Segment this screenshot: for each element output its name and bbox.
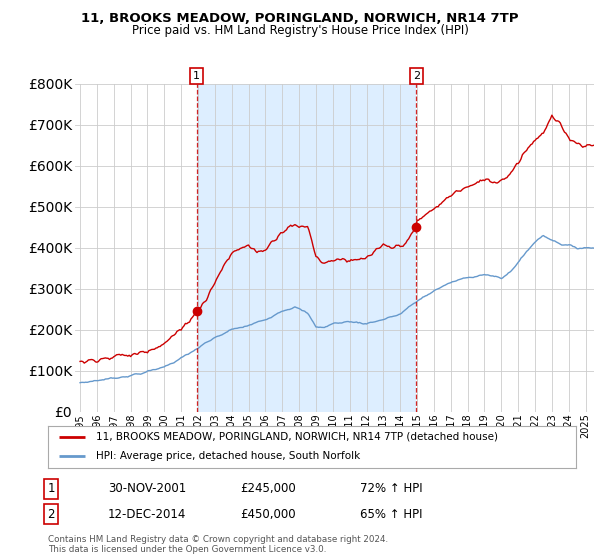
Text: 30-NOV-2001: 30-NOV-2001 [108,482,186,496]
Text: £245,000: £245,000 [240,482,296,496]
Bar [197,84,416,412]
Text: 12-DEC-2014: 12-DEC-2014 [108,507,187,521]
Text: 2: 2 [47,507,55,521]
Text: 1: 1 [47,482,55,496]
Text: Price paid vs. HM Land Registry's House Price Index (HPI): Price paid vs. HM Land Registry's House … [131,24,469,37]
Text: 11, BROOKS MEADOW, PORINGLAND, NORWICH, NR14 7TP (detached house): 11, BROOKS MEADOW, PORINGLAND, NORWICH, … [95,432,497,442]
Text: 1: 1 [193,71,200,81]
Text: HPI: Average price, detached house, South Norfolk: HPI: Average price, detached house, Sout… [95,451,360,461]
Text: 65% ↑ HPI: 65% ↑ HPI [360,507,422,521]
Text: £450,000: £450,000 [240,507,296,521]
Text: 2: 2 [413,71,420,81]
Text: 11, BROOKS MEADOW, PORINGLAND, NORWICH, NR14 7TP: 11, BROOKS MEADOW, PORINGLAND, NORWICH, … [81,12,519,25]
Text: 72% ↑ HPI: 72% ↑ HPI [360,482,422,496]
Text: Contains HM Land Registry data © Crown copyright and database right 2024.
This d: Contains HM Land Registry data © Crown c… [48,535,388,554]
